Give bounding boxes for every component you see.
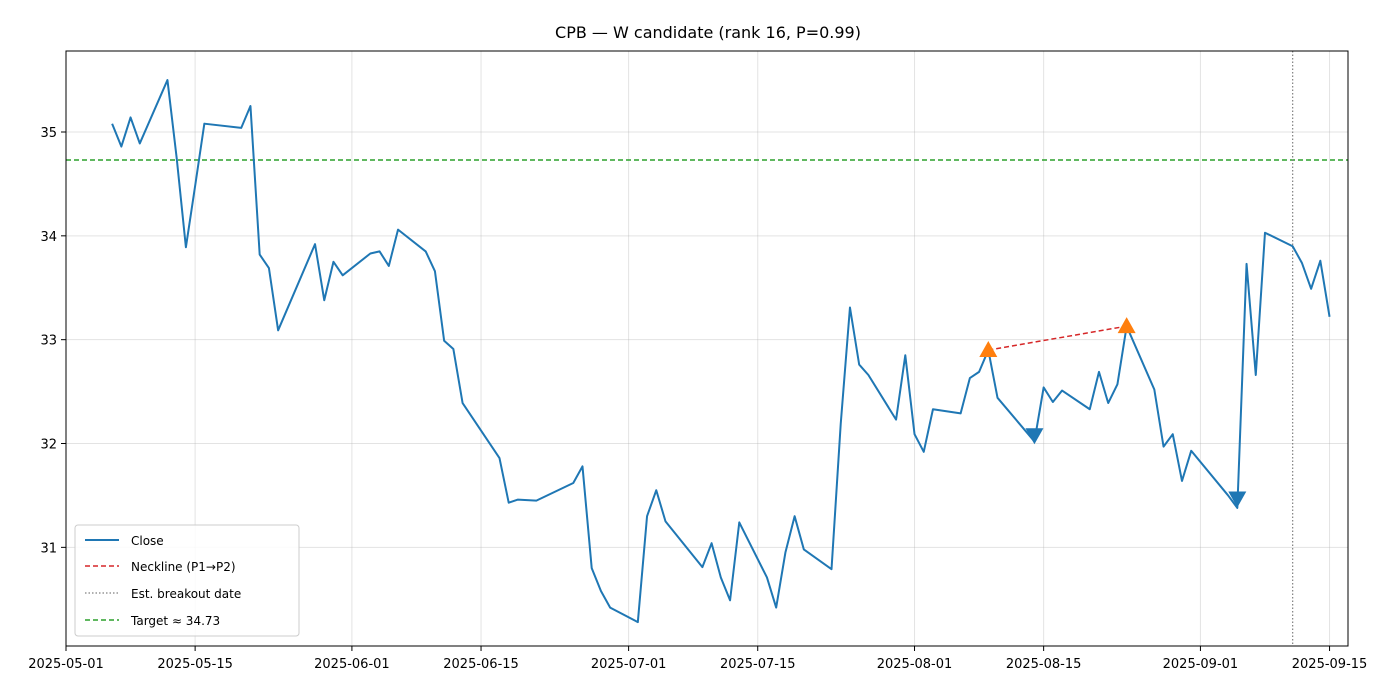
plot-frame [65, 50, 1349, 647]
y-tick-label: 32 [40, 438, 57, 453]
x-tick-label: 2025-09-01 [1163, 657, 1239, 672]
close-price-line [111, 79, 1331, 624]
legend-frame [74, 524, 300, 637]
chart-title: CPB — W candidate (rank 16, P=0.99) [555, 23, 861, 42]
x-tick-label: 2025-08-01 [877, 657, 953, 672]
legend-label-breakout: Est. breakout date [131, 587, 241, 601]
x-tick-label: 2025-08-15 [1006, 657, 1082, 672]
peak-marker [979, 341, 998, 358]
peak-marker [1117, 317, 1136, 334]
reference-lines [66, 51, 1348, 646]
x-tick-label: 2025-06-01 [314, 657, 390, 672]
axes: 2025-05-01 2025-05-15 2025-06-01 2025-06-15… [28, 126, 1367, 672]
x-tick-label: 2025-06-15 [443, 657, 519, 672]
x-tick-label: 2025-07-15 [720, 657, 796, 672]
x-tick-label: 2025-09-15 [1292, 657, 1368, 672]
legend: Close Neckline (P1→P2) Est. breakout dat… [74, 524, 300, 637]
y-tick-label: 31 [40, 541, 57, 556]
x-tick-label: 2025-07-01 [591, 657, 667, 672]
neckline [988, 325, 1127, 351]
series [111, 79, 1331, 624]
y-tick-label: 34 [40, 230, 57, 245]
legend-label-target: Target ≈ 34.73 [130, 614, 220, 628]
x-tick-label: 2025-05-15 [157, 657, 233, 672]
y-tick-label: 35 [40, 126, 57, 141]
x-tick-label: 2025-05-01 [28, 657, 104, 672]
markers [979, 317, 1247, 508]
legend-label-neckline: Neckline (P1→P2) [131, 560, 236, 574]
trough-marker [1228, 491, 1247, 508]
legend-label-close: Close [131, 534, 164, 548]
trough-marker [1025, 428, 1044, 445]
y-tick-label: 33 [40, 334, 57, 349]
